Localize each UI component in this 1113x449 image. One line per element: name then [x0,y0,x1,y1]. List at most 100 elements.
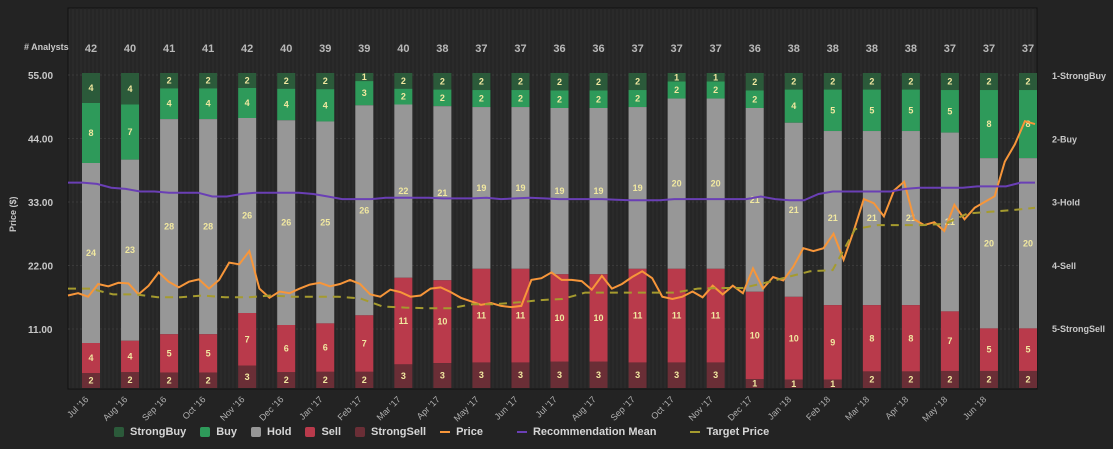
x-tick-label: Dec '17 [726,394,754,422]
bar-segment-sell [550,274,569,362]
bar-segment-buy [979,90,998,159]
analyst-count: 37 [710,43,722,55]
legend-item[interactable]: Buy [200,426,237,438]
bar-segment-sell [940,311,959,371]
bar-segment-buy [355,81,374,106]
x-tick-label: Jun '18 [961,394,988,421]
bar-segment-sell [82,343,100,373]
bar-segment-label: 2 [440,76,445,86]
bar-segment-label: 2 [479,94,484,104]
bar-segment-label: 2 [986,374,991,384]
analyst-count: 37 [475,43,487,55]
analyst-count: 38 [905,43,917,55]
bar-segment-buy [511,90,530,108]
bar-segment-strongsell [277,372,296,388]
bar-segment-strongbuy [355,73,374,82]
bar-segment-strongbuy [628,73,647,91]
bar-segment-strongsell [589,361,608,388]
bar-segment-label: 2 [401,76,406,86]
y2-tick-label: 3-Hold [1052,198,1080,208]
legend-item[interactable]: Price [440,426,483,438]
legend-label: StrongBuy [130,426,187,438]
bar-segment-label: 11 [399,316,409,326]
bar-segment-label: 3 [674,370,679,380]
bar-segment-label: 4 [245,98,250,108]
bar-segment-hold [862,131,881,306]
bar-segment-label: 7 [947,336,952,346]
bar-segment-label: 5 [830,105,835,115]
bar-segment-label: 22 [398,186,408,196]
bar-segment-hold [667,98,686,269]
analyst-count: 37 [1022,43,1034,55]
analyst-count: 42 [241,43,253,55]
legend-item[interactable]: Sell [305,426,341,438]
bar-segment-label: 3 [518,370,523,380]
bar-segment-hold [784,122,803,297]
x-tick-label: Mar '18 [843,394,871,422]
bar-segment-label: 10 [750,331,760,341]
bar-segment-sell [784,296,803,380]
legend-item[interactable]: Target Price [690,426,769,438]
legend-item[interactable]: StrongBuy [114,426,186,438]
analyst-count: 41 [163,43,175,55]
bar-segment-hold [199,119,218,335]
analyst-count: 37 [514,43,526,55]
bar-segment-label: 5 [947,106,952,116]
legend-label: Target Price [706,426,770,438]
legend-item[interactable]: StrongSell [355,426,426,438]
bar-segment-label: 19 [554,186,564,196]
bar-segment-strongbuy [667,73,686,82]
bar-segment-sell [745,291,764,380]
legend-item[interactable]: Hold [251,426,291,438]
analyst-count: 39 [319,43,331,55]
y-tick-label: 55.00 [28,71,53,82]
bar-segment-label: 21 [828,213,838,223]
bar-segment-strongbuy [862,73,881,90]
bar-segment-buy [199,88,218,120]
legend-label: StrongSell [371,426,427,438]
bar-segment-label: 24 [86,248,96,258]
bar-segment-buy [784,89,803,123]
y-tick-label: 44.00 [28,135,53,146]
bar-segment-hold [433,106,452,281]
analyst-count: 42 [85,43,97,55]
bar-segment-label: 8 [986,119,991,129]
bar-segment-sell [511,268,530,363]
bar-segment-strongbuy [433,73,452,90]
y-tick-label: 22.00 [28,262,53,273]
bar-segment-label: 2 [830,76,835,86]
bar-segment-label: 21 [867,213,877,223]
bar-segment-label: 20 [984,238,994,248]
bar-segment-sell [862,305,881,372]
legend-item[interactable]: Recommendation Mean [516,426,656,438]
bar-segment-sell [589,274,608,362]
bar-segment-label: 19 [515,183,525,193]
y2-tick-label: 4-Sell [1052,261,1076,271]
bar-segment-sell [277,325,296,373]
x-tick-label: Jan '18 [766,394,793,421]
bar-segment-buy [628,90,647,108]
bar-segment-hold [589,108,608,275]
bar-segment-label: 2 [1025,374,1030,384]
bar-segment-buy [472,90,491,108]
bar-segment-label: 2 [1025,77,1030,87]
bar-segment-hold [706,98,725,269]
bar-segment-strongsell [823,379,842,388]
x-tick-label: Sep '17 [609,394,637,422]
bar-segment-label: 7 [245,334,250,344]
bar-segment-buy [433,89,452,107]
bar-segment-label: 1 [362,72,367,82]
bar-segment-hold [355,105,374,316]
legend-swatch [200,427,211,437]
bar-segment-strongsell [940,370,959,388]
bar-segment-label: 21 [750,195,760,205]
bar-segment-strongbuy [979,73,998,91]
bar-segment-strongsell [550,361,569,388]
bar-segment-label: 3 [596,370,601,380]
bar-segment-strongsell [433,363,452,388]
bar-segment-label: 25 [320,217,330,227]
bar-segment-label: 4 [128,352,133,362]
bar-segment-label: 4 [167,99,172,109]
bar-segment-label: 4 [323,100,328,110]
legend-label: Buy [216,426,238,438]
